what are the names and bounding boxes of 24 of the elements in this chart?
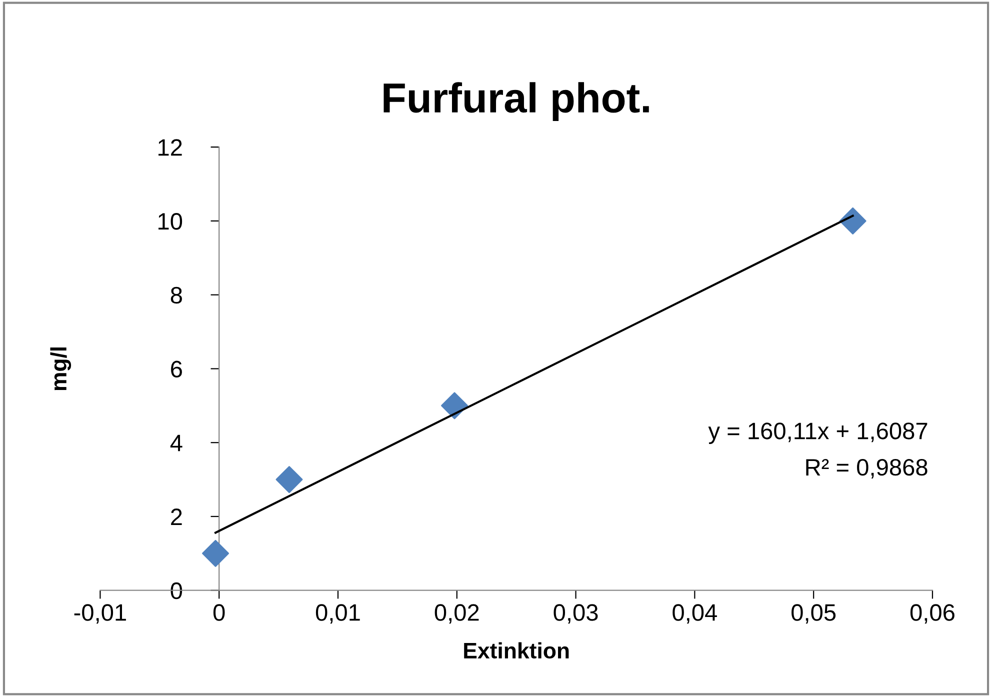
y-tick-label: 6	[171, 360, 182, 378]
x-tick-label: 0,02	[434, 604, 479, 624]
x-tick-label: 0	[213, 604, 225, 621]
point	[202, 540, 230, 567]
y-tick-label: 12	[158, 139, 182, 156]
x-tick-label: -0,01	[74, 604, 126, 624]
point	[276, 466, 303, 494]
y-tick-label: 10	[158, 213, 182, 230]
point	[441, 392, 468, 420]
chart-title: Furfural phot.	[384, 82, 649, 121]
y-tick-label: 0	[170, 582, 182, 600]
y-tick-label: 2	[171, 508, 182, 526]
x-tick-label: 0,04	[672, 604, 717, 624]
x-tick-label: 0,01	[316, 604, 360, 624]
x-tick-label: 0,06	[910, 604, 954, 624]
y-tick-label: 4	[170, 434, 182, 452]
y-tick-label: 8	[170, 286, 182, 304]
x-tick-label: 0,03	[554, 604, 598, 624]
y-axis-title: mg/l	[50, 347, 72, 390]
x-axis-title: Extinktion	[464, 642, 569, 659]
point	[839, 207, 866, 234]
x-tick-label: 0,05	[792, 604, 836, 624]
annotation: R² = 0,9868	[806, 458, 928, 478]
annotation: y = 160,11x + 1,6087	[708, 422, 928, 444]
